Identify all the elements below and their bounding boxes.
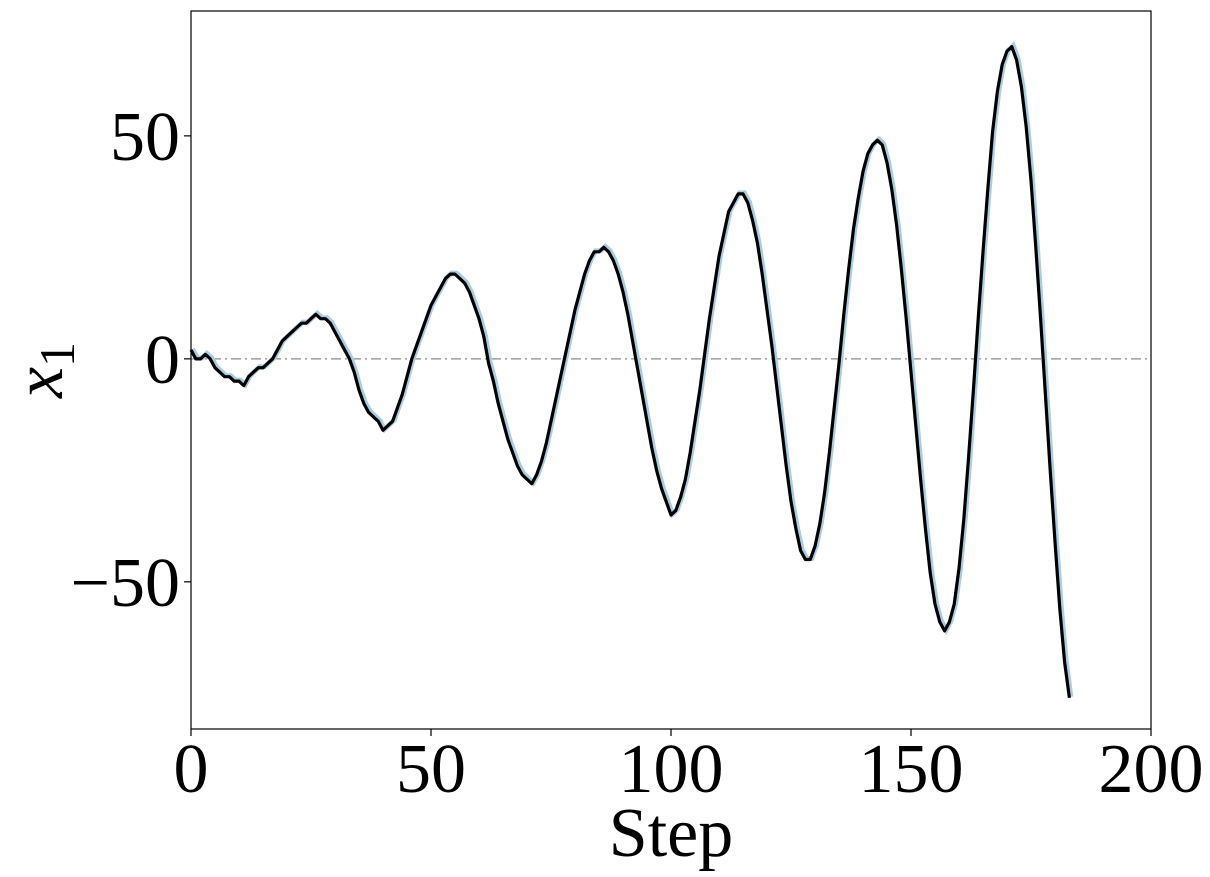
y-axis: −50 0 50	[71, 99, 191, 622]
y-axis-label: x1	[1, 342, 85, 399]
x-tick-label: 0	[174, 731, 209, 808]
y-tick-label: 50	[110, 99, 180, 176]
x-axis-label: Step	[609, 795, 733, 872]
x-tick-label: 200	[1099, 731, 1204, 808]
x-tick-label: 150	[859, 731, 964, 808]
series-0-line	[189, 45, 1071, 698]
x-axis: 0 50 100 150 200	[174, 729, 1204, 808]
x-tick-label: 100	[619, 731, 724, 808]
y-tick-label: −50	[71, 545, 180, 622]
y-tick-label: 0	[145, 322, 180, 399]
plot-frame	[190, 10, 1152, 730]
y-axis-label-subscript: 1	[29, 342, 85, 367]
x-tick-label: 50	[396, 731, 466, 808]
series-0-shadow-line	[190, 41, 1074, 698]
lines-layer	[189, 41, 1151, 698]
y-axis-label-base: x	[1, 367, 78, 399]
